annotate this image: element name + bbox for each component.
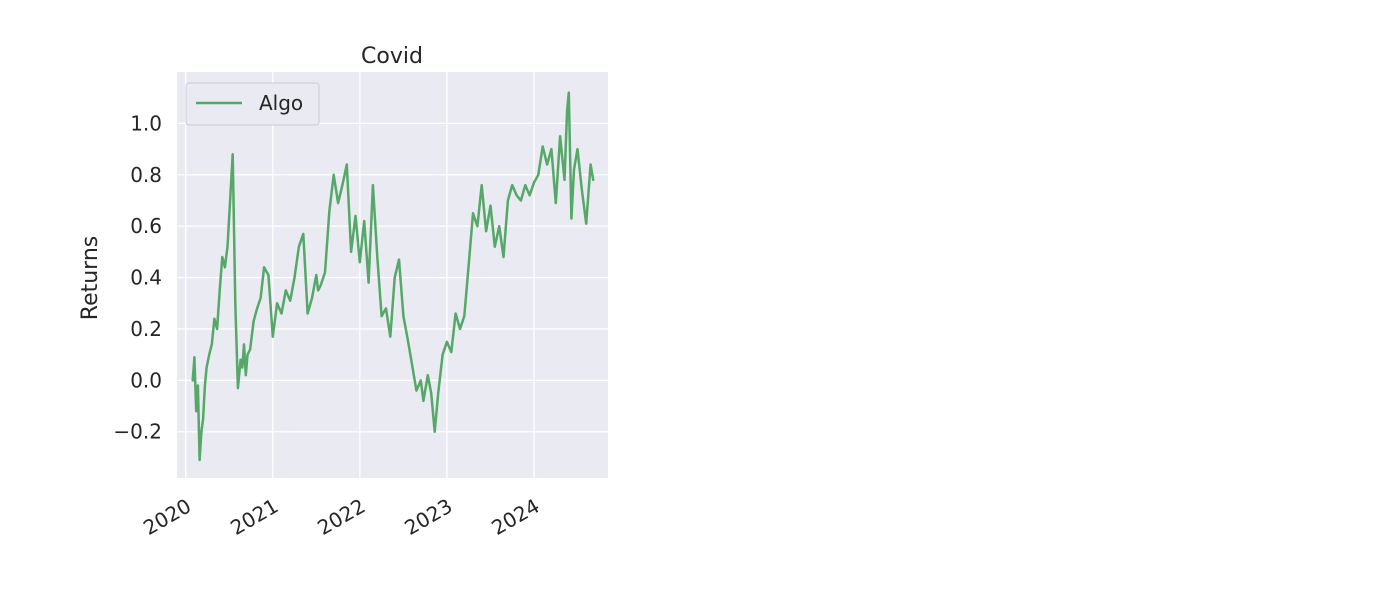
y-tick-label: 0.6 bbox=[130, 214, 162, 238]
y-tick-labels: −0.2 0.0 0.2 0.4 0.6 0.8 1.0 bbox=[113, 111, 162, 443]
legend-box bbox=[185, 82, 320, 126]
y-tick-label: 0.2 bbox=[130, 317, 162, 341]
x-tick-label: 2020 bbox=[139, 494, 195, 540]
y-tick-label: 1.0 bbox=[130, 111, 162, 135]
series-line-algo bbox=[191, 91, 595, 462]
x-tick-labels: 2020 2021 2022 2023 2024 bbox=[139, 494, 543, 540]
chart-title: Covid bbox=[361, 44, 423, 69]
legend: Algo bbox=[185, 82, 320, 126]
y-axis-label: Returns bbox=[78, 236, 103, 320]
x-tick-label: 2022 bbox=[313, 494, 369, 540]
x-tick-label: 2024 bbox=[487, 494, 543, 540]
y-tick-label: −0.2 bbox=[113, 420, 162, 444]
legend-label-algo: Algo bbox=[259, 91, 303, 115]
y-tick-label: 0.4 bbox=[130, 266, 162, 290]
gridlines bbox=[177, 72, 608, 478]
x-tick-label: 2021 bbox=[226, 494, 282, 540]
y-tick-label: 0.8 bbox=[130, 163, 162, 187]
y-tick-label: 0.0 bbox=[130, 368, 162, 392]
plot-area bbox=[177, 72, 608, 478]
x-tick-label: 2023 bbox=[400, 494, 456, 540]
